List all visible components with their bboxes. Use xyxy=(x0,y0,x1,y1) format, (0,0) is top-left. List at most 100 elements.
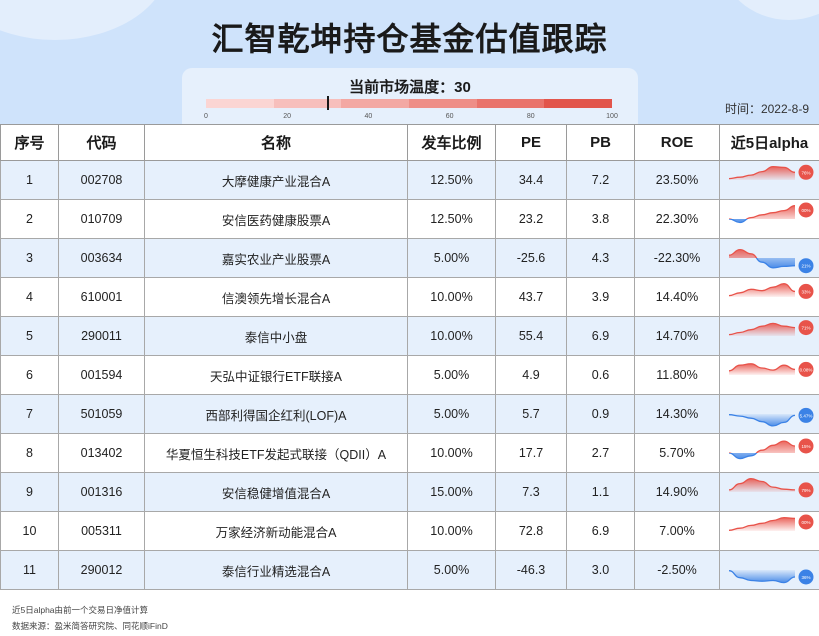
cell-pe: 55.4 xyxy=(495,316,567,356)
cell-pb: 3.8 xyxy=(566,199,635,239)
cell-roe: 22.30% xyxy=(634,199,720,239)
cell-name: 华夏恒生科技ETF发起式联接（QDII）A xyxy=(144,433,408,473)
table-row: 11 290012 泰信行业精选混合A 5.00% -46.3 3.0 -2.50% 36% xyxy=(0,550,819,590)
cell-code: 501059 xyxy=(58,394,145,434)
cell-ratio: 5.00% xyxy=(407,238,496,278)
temperature-segment xyxy=(476,99,545,108)
cell-code: 010709 xyxy=(58,199,145,239)
alpha-badge xyxy=(798,361,813,377)
cell-pe: 7.3 xyxy=(495,472,567,512)
cell-index: 5 xyxy=(0,316,59,356)
alpha-badge-label: 5.47% xyxy=(799,413,812,418)
temperature-tick-label: 100 xyxy=(606,113,618,120)
cell-pb: 1.1 xyxy=(566,472,635,512)
temperature-panel: 当前市场温度：30 0 20 40 60 80 100 xyxy=(182,68,638,128)
cell-pb: 6.9 xyxy=(566,511,635,551)
table-row: 1 002708 大摩健康产业混合A 12.50% 34.4 7.2 23.50% 76% xyxy=(0,160,819,200)
table-row: 6 001594 天弘中证银行ETF联接A 5.00% 4.9 0.6 11.80% 0.08… xyxy=(0,355,819,395)
sparkline-area-positive xyxy=(728,478,795,492)
table-row: 5 290011 泰信中小盘 10.00% 55.4 6.9 14.70% 71% xyxy=(0,316,819,356)
cell-roe: -2.50% xyxy=(634,550,720,590)
temperature-tick-label: 60 xyxy=(445,113,454,120)
temperature-segment xyxy=(206,99,274,108)
cell-pb: 7.2 xyxy=(566,160,635,200)
cell-pe: -46.3 xyxy=(495,550,567,590)
cell-pe: 34.4 xyxy=(495,160,567,200)
header-roe: ROE xyxy=(634,124,720,161)
cell-name: 安信医药健康股票A xyxy=(144,199,408,239)
table-row: 9 001316 安信稳健增值混合A 15.00% 7.3 1.1 14.90% 79% xyxy=(0,472,819,512)
header-pe: PE xyxy=(495,124,567,161)
cell-name: 天弘中证银行ETF联接A xyxy=(144,355,408,395)
alpha-badge xyxy=(798,514,813,530)
cell-ratio: 5.00% xyxy=(407,394,496,434)
cell-roe: 14.40% xyxy=(634,277,720,317)
cell-roe: 7.00% xyxy=(634,511,720,551)
sparkline-line-negative xyxy=(755,258,795,269)
cell-pb: 2.7 xyxy=(566,433,635,473)
cell-index: 10 xyxy=(0,511,59,551)
cell-index: 1 xyxy=(0,160,59,200)
cell-alpha: 0.08% xyxy=(719,355,819,395)
table-row: 3 003634 嘉实农业产业股票A 5.00% -25.6 4.3 -22.30% 21% xyxy=(0,238,819,278)
cell-code: 005311 xyxy=(58,511,145,551)
alpha-badge-label: 36% xyxy=(801,575,810,580)
table-row: 10 005311 万家经济新动能混合A 10.00% 72.8 6.9 7.00% 00% xyxy=(0,511,819,551)
cell-code: 003634 xyxy=(58,238,145,278)
alpha-badge-label: 21% xyxy=(801,264,810,269)
sparkline-line-negative xyxy=(728,570,795,584)
cell-ratio: 10.00% xyxy=(407,511,496,551)
alpha-badge xyxy=(798,283,813,299)
cell-alpha: 21% xyxy=(719,238,819,278)
alpha-badge xyxy=(798,164,813,180)
alpha-sparkline: 36% xyxy=(728,569,813,585)
cell-pb: 4.3 xyxy=(566,238,635,278)
table-row: 4 610001 信澳领先增长混合A 10.00% 43.7 3.9 14.40% 33% xyxy=(0,277,819,317)
alpha-badge xyxy=(798,407,813,423)
alpha-sparkline: 33% xyxy=(728,283,813,299)
temperature-ticks: 0 20 40 60 80 100 xyxy=(204,113,618,123)
cell-pe: 17.7 xyxy=(495,433,567,473)
alpha-badge xyxy=(798,569,813,585)
cell-name: 安信稳健增值混合A xyxy=(144,472,408,512)
alpha-sparkline: 71% xyxy=(728,320,813,336)
temperature-segment xyxy=(341,99,410,108)
cell-name: 嘉实农业产业股票A xyxy=(144,238,408,278)
cell-ratio: 12.50% xyxy=(407,160,496,200)
cell-index: 4 xyxy=(0,277,59,317)
cell-pe: 43.7 xyxy=(495,277,567,317)
table-header-row: 序号 代码 名称 发车比例 PE PB ROE 近5日alpha xyxy=(0,124,819,161)
header-ratio: 发车比例 xyxy=(407,124,496,161)
header-name: 名称 xyxy=(144,124,408,161)
alpha-badge-label: 71% xyxy=(801,326,810,331)
cell-index: 2 xyxy=(0,199,59,239)
cell-index: 8 xyxy=(0,433,59,473)
fund-table: 序号 代码 名称 发车比例 PE PB ROE 近5日alpha 1 002708… xyxy=(0,124,819,590)
temperature-tick-label: 80 xyxy=(526,113,535,120)
alpha-sparkline: 79% xyxy=(728,478,813,498)
date-label: 时间：2022-8-9 xyxy=(724,102,809,116)
cell-name: 大摩健康产业混合A xyxy=(144,160,408,200)
cell-pb: 3.0 xyxy=(566,550,635,590)
sparkline-line-positive xyxy=(728,322,795,336)
alpha-badge-label: 0.08% xyxy=(799,367,812,372)
cell-roe: 14.90% xyxy=(634,472,720,512)
cell-name: 万家经济新动能混合A xyxy=(144,511,408,551)
cell-ratio: 15.00% xyxy=(407,472,496,512)
sparkline-area-negative xyxy=(728,258,795,268)
temperature-segment xyxy=(273,99,342,108)
sparkline-line-positive xyxy=(728,517,795,531)
cell-name: 西部利得国企红利(LOF)A xyxy=(144,394,408,434)
cell-roe: 23.50% xyxy=(634,160,720,200)
sparkline-line-positive xyxy=(728,440,795,453)
cell-ratio: 10.00% xyxy=(407,316,496,356)
cell-alpha: 00% xyxy=(719,511,819,551)
sparkline-area-negative xyxy=(728,570,795,583)
alpha-sparkline: 15% xyxy=(728,438,813,460)
sparkline-line-positive xyxy=(728,205,795,219)
cell-alpha: 33% xyxy=(719,277,819,317)
cell-alpha: 5.47% xyxy=(719,394,819,434)
temperature-tick-label: 40 xyxy=(364,113,373,120)
sparkline-line-positive xyxy=(728,248,757,258)
footer-note: 近5日alpha由前一个交易日净值计算 xyxy=(12,605,149,615)
